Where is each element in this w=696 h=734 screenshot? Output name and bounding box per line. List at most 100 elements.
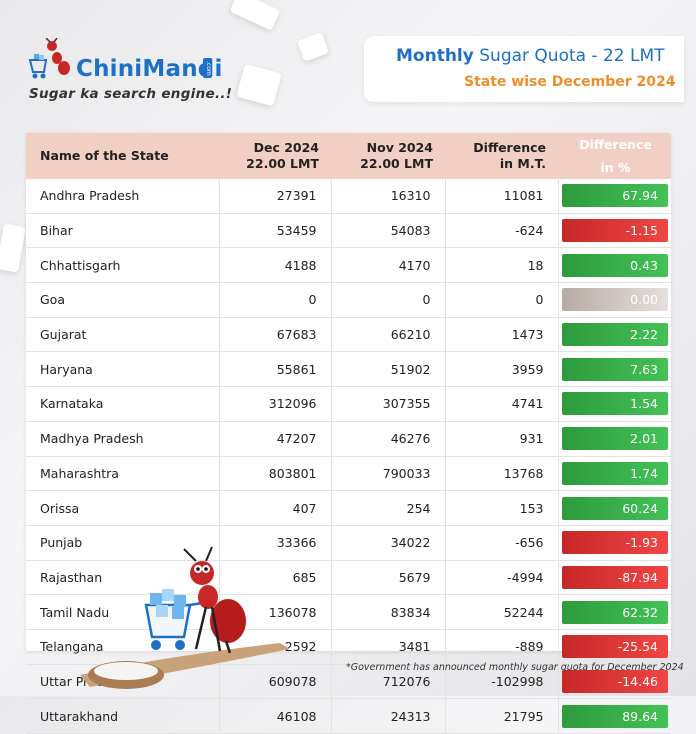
difference-pct-cell: 67.94 bbox=[558, 179, 671, 214]
header-difference-pct: Difference in % bbox=[579, 137, 652, 175]
title-rest: Sugar Quota - 22 LMT bbox=[473, 46, 665, 66]
state-cell: Haryana bbox=[26, 351, 220, 388]
difference-pct-cell: -1.93 bbox=[558, 525, 671, 561]
difference-mt-cell: 931 bbox=[445, 421, 559, 457]
dec-2024-cell: 609078 bbox=[219, 664, 332, 700]
quota-table-card: Name of the State Dec 2024 22.00 LMT Nov … bbox=[26, 133, 671, 734]
difference-mt-cell: -4994 bbox=[445, 560, 559, 596]
state-cell: Gujarat bbox=[26, 317, 220, 353]
state-cell: Punjab bbox=[26, 525, 220, 561]
dec-2024-cell: 312096 bbox=[219, 386, 332, 422]
table-row: Andhra Pradesh 27391 16310 11081 67.94 bbox=[26, 179, 671, 214]
table-row: Telangana 2592 3481 -889 -25.54 bbox=[26, 629, 671, 665]
nov-2024-cell: 0 bbox=[331, 282, 446, 318]
difference-pct-cell: 62.32 bbox=[558, 594, 671, 630]
difference-mt-cell: 3959 bbox=[445, 351, 559, 388]
difference-mt-cell: -102998 bbox=[445, 664, 559, 700]
dec-2024-cell: 67683 bbox=[219, 317, 332, 353]
difference-mt-cell: 21795 bbox=[445, 698, 559, 734]
state-cell: Goa bbox=[26, 282, 220, 318]
title-bold: Monthly bbox=[396, 46, 474, 66]
pct-change-badge: -14.46 bbox=[561, 669, 668, 693]
table-row: Punjab 33366 34022 -656 -1.93 bbox=[26, 525, 671, 561]
table-row: Goa 0 0 0 0.00 bbox=[26, 282, 671, 318]
difference-pct-cell: 2.01 bbox=[558, 421, 671, 457]
nov-2024-cell: 254 bbox=[331, 490, 446, 526]
dec-2024-cell: 55861 bbox=[219, 351, 332, 388]
header-difference-mt: Difference in M.T. bbox=[473, 140, 546, 171]
dec-2024-cell: 27391 bbox=[219, 179, 332, 214]
nov-2024-cell: 51902 bbox=[331, 351, 446, 388]
table-row: Madhya Pradesh 47207 46276 931 2.01 bbox=[26, 421, 671, 457]
state-cell: Bihar bbox=[26, 213, 220, 249]
dec-2024-cell: 53459 bbox=[219, 213, 332, 249]
difference-mt-cell: -656 bbox=[445, 525, 559, 561]
difference-mt-cell: 18 bbox=[445, 247, 559, 284]
dec-2024-cell: 0 bbox=[219, 282, 332, 318]
state-cell: Rajasthan bbox=[26, 560, 220, 596]
table-row: Rajasthan 685 5679 -4994 -87.94 bbox=[26, 560, 671, 596]
brand-domain: .com bbox=[203, 58, 212, 78]
difference-mt-cell: 0 bbox=[445, 282, 559, 318]
pct-change-badge: 60.24 bbox=[561, 496, 668, 520]
nov-2024-cell: 46276 bbox=[331, 421, 446, 457]
difference-pct-cell: 1.74 bbox=[558, 456, 671, 492]
nov-2024-cell: 66210 bbox=[331, 317, 446, 353]
page-subtitle: State wise December 2024 bbox=[464, 74, 676, 90]
page-title: Monthly Sugar Quota - 22 LMT bbox=[396, 46, 665, 66]
pct-change-badge: 0.43 bbox=[561, 253, 668, 277]
state-cell: Karnataka bbox=[26, 386, 220, 422]
table-row: Orissa 407 254 153 60.24 bbox=[26, 490, 671, 526]
pct-change-badge: 1.54 bbox=[561, 392, 668, 416]
table-row: Chhattisgarh 4188 4170 18 0.43 bbox=[26, 247, 671, 284]
nov-2024-cell: 790033 bbox=[331, 456, 446, 492]
brand-tagline: Sugar ka search engine..! bbox=[29, 86, 233, 102]
pct-change-badge: -1.15 bbox=[561, 219, 668, 243]
brand-name: ChiniMandi bbox=[76, 56, 223, 82]
nov-2024-cell: 34022 bbox=[331, 525, 446, 561]
nov-2024-cell: 4170 bbox=[331, 247, 446, 284]
pct-change-badge: 0.00 bbox=[561, 288, 668, 312]
table-header-row: Name of the State Dec 2024 22.00 LMT Nov … bbox=[26, 133, 671, 179]
difference-mt-cell: 1473 bbox=[445, 317, 559, 353]
difference-pct-cell: -87.94 bbox=[558, 560, 671, 596]
state-cell: Orissa bbox=[26, 490, 220, 526]
difference-pct-cell: 1.54 bbox=[558, 386, 671, 422]
nov-2024-cell: 3481 bbox=[331, 629, 446, 665]
dec-2024-cell: 4188 bbox=[219, 247, 332, 284]
quota-table: Name of the State Dec 2024 22.00 LMT Nov … bbox=[26, 133, 671, 734]
dec-2024-cell: 46108 bbox=[219, 698, 332, 734]
difference-mt-cell: -624 bbox=[445, 213, 559, 249]
dec-2024-cell: 407 bbox=[219, 490, 332, 526]
difference-pct-cell: 7.63 bbox=[558, 351, 671, 388]
nov-2024-cell: 16310 bbox=[331, 179, 446, 214]
table-row: Bihar 53459 54083 -624 -1.15 bbox=[26, 213, 671, 249]
header-nov-2024: Nov 2024 22.00 LMT bbox=[360, 140, 433, 171]
pct-change-badge: 67.94 bbox=[561, 184, 668, 208]
table-row: Maharashtra 803801 790033 13768 1.74 bbox=[26, 456, 671, 492]
table-row: Karnataka 312096 307355 4741 1.54 bbox=[26, 386, 671, 422]
state-cell: Chhattisgarh bbox=[26, 247, 220, 284]
difference-pct-cell: 89.64 bbox=[558, 698, 671, 734]
sugar-cube-decoration bbox=[229, 0, 281, 31]
chinimandi-logo: ChiniMandi .com Sugar ka search engine..… bbox=[26, 38, 326, 108]
nov-2024-cell: 5679 bbox=[331, 560, 446, 596]
dec-2024-cell: 33366 bbox=[219, 525, 332, 561]
table-row: Gujarat 67683 66210 1473 2.22 bbox=[26, 317, 671, 353]
footnote: *Government has announced monthly sugar … bbox=[346, 662, 684, 673]
title-box: Monthly Sugar Quota - 22 LMT State wise … bbox=[364, 36, 684, 102]
difference-mt-cell: -889 bbox=[445, 629, 559, 665]
state-cell: Maharashtra bbox=[26, 456, 220, 492]
dec-2024-cell: 803801 bbox=[219, 456, 332, 492]
header-dec-2024: Dec 2024 22.00 LMT bbox=[246, 140, 319, 171]
difference-mt-cell: 52244 bbox=[445, 594, 559, 630]
sugar-cube-decoration bbox=[0, 223, 26, 273]
difference-pct-cell: -1.15 bbox=[558, 213, 671, 249]
ant-mascot-with-sugar-cart-icon bbox=[80, 546, 290, 689]
header-state: Name of the State bbox=[40, 148, 169, 163]
difference-mt-cell: 13768 bbox=[445, 456, 559, 492]
pct-change-badge: 1.74 bbox=[561, 461, 668, 485]
nov-2024-cell: 307355 bbox=[331, 386, 446, 422]
pct-change-badge: 7.63 bbox=[561, 357, 668, 381]
pct-change-badge: 89.64 bbox=[561, 704, 668, 728]
